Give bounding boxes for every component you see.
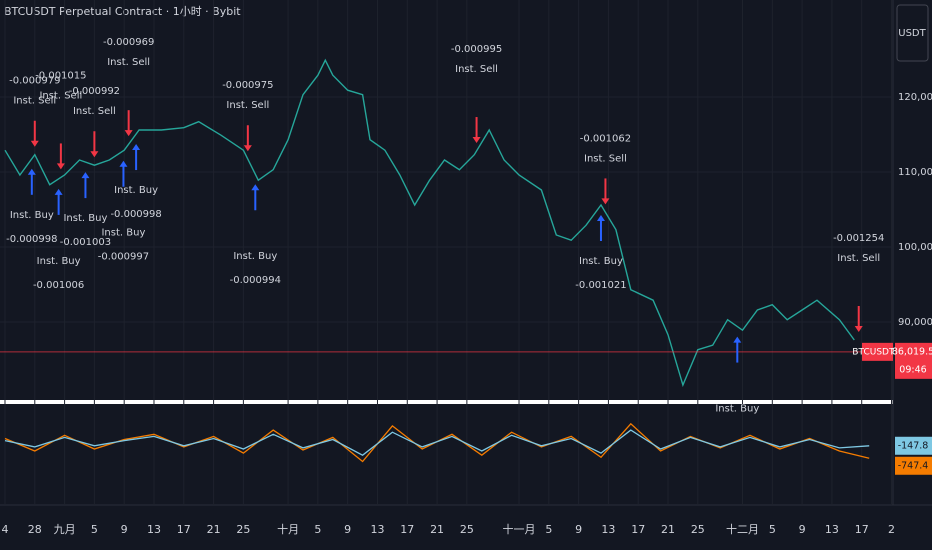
signal-label: Inst. Sell: [73, 106, 116, 117]
signal-label: Inst. Buy: [10, 210, 54, 221]
sell-arrow-head: [30, 140, 39, 147]
signal-label: Inst. Buy: [715, 404, 759, 415]
series-line: [4, 429, 870, 456]
x-tick-label: 9: [344, 523, 351, 536]
buy-arrow-head: [119, 160, 128, 167]
currency-button[interactable]: [896, 4, 929, 62]
sell-arrow-head: [90, 151, 99, 158]
signal-label: Inst. Buy: [37, 256, 81, 267]
signal-value: -0.000975: [222, 80, 273, 91]
x-tick-label: 13: [147, 523, 161, 536]
x-tick-label: 28: [28, 523, 42, 536]
x-tick-label: 5: [545, 523, 552, 536]
x-tick-label: 9: [575, 523, 582, 536]
y-tick-label: 110,000.0: [898, 167, 932, 178]
x-tick-label: 13: [601, 523, 615, 536]
buy-arrow-head: [81, 172, 90, 179]
sell-arrow-head: [243, 145, 252, 152]
indicator-value: -747.4: [898, 460, 929, 471]
x-tick-label: 十一月: [503, 522, 536, 536]
x-tick-label: 5: [91, 523, 98, 536]
signal-label: Inst. Buy: [233, 251, 277, 262]
signal-value: -0.000969: [103, 37, 154, 48]
signal-label: Inst. Sell: [455, 64, 498, 75]
y-tick-label: 120,000.0: [898, 92, 932, 103]
y-tick-label: 100,000.0: [898, 242, 932, 253]
signal-value: -0.000979: [9, 76, 60, 87]
symbol-label: BTCUSDT.P: [852, 347, 902, 357]
x-tick-label: 十月: [277, 522, 299, 536]
buy-arrow-head: [54, 188, 63, 195]
signal-label: Inst. Sell: [13, 96, 56, 107]
sell-arrow-head: [854, 325, 863, 332]
last-price-label: 86,019.5: [892, 346, 932, 357]
x-tick-label: 13: [370, 523, 384, 536]
x-tick-label: 17: [400, 523, 414, 536]
x-tick-label: 25: [691, 523, 705, 536]
currency-label[interactable]: USDT: [898, 28, 926, 39]
signal-label: Inst. Buy: [101, 228, 145, 239]
signal-label: Inst. Buy: [63, 213, 107, 224]
signal-value: -0.001003: [60, 237, 111, 248]
pane-separator: [0, 400, 893, 404]
x-tick-label: 21: [661, 523, 675, 536]
signal-value: -0.000994: [230, 275, 281, 286]
x-tick-label: 21: [207, 523, 221, 536]
x-tick-label: 25: [236, 523, 250, 536]
x-tick-label: 九月: [54, 523, 76, 536]
x-tick-label: 21: [430, 523, 444, 536]
signal-label: Inst. Sell: [226, 100, 269, 111]
x-tick-label: 9: [121, 523, 128, 536]
signal-value: -0.000998: [110, 209, 161, 220]
indicator-tag: [895, 436, 932, 455]
indicator-tag: [895, 456, 932, 475]
x-tick-label: 十二月: [726, 522, 759, 536]
x-tick-label: 5: [314, 523, 321, 536]
signal-value: -0.001015: [35, 70, 86, 81]
signal-label: Inst. Sell: [39, 90, 82, 101]
buy-arrow-head: [251, 184, 260, 191]
signal-value: -0.001062: [580, 133, 631, 144]
signal-value: -0.000992: [69, 86, 120, 97]
signal-value: -0.000998: [6, 234, 57, 245]
signal-value: -0.000997: [98, 252, 149, 263]
x-tick-label: 2: [888, 523, 895, 536]
signal-label: Inst. Buy: [114, 185, 158, 196]
sell-arrow-head: [472, 137, 481, 144]
signal-label: Inst. Buy: [579, 256, 623, 267]
x-tick-label: 13: [825, 523, 839, 536]
buy-arrow-head: [733, 336, 742, 343]
signal-label: Inst. Sell: [837, 253, 880, 264]
signal-value: -0.001021: [575, 280, 626, 291]
x-tick-label: 5: [769, 523, 776, 536]
x-tick-label: 4: [1, 523, 8, 536]
signal-label: Inst. Sell: [107, 57, 150, 68]
symbol-tag: [862, 342, 893, 361]
buy-arrow-head: [27, 168, 36, 175]
buy-arrow-head: [596, 214, 605, 221]
chart-title: BTCUSDT Perpetual Contract · 1小时 · Bybit: [4, 5, 241, 18]
signal-value: -0.001254: [833, 233, 884, 244]
series-line: [4, 58, 855, 388]
y-tick-label: 90,000.0: [898, 317, 932, 328]
buy-arrow-head: [132, 144, 141, 151]
sell-arrow-head: [601, 198, 610, 205]
x-tick-label: 25: [460, 523, 474, 536]
sell-arrow-head: [124, 130, 133, 137]
sell-arrow-head: [56, 163, 65, 170]
price-tag: [895, 342, 932, 379]
x-tick-label: 9: [799, 523, 806, 536]
x-tick-label: 17: [177, 523, 191, 536]
signal-value: -0.001006: [33, 280, 84, 291]
x-tick-label: 17: [855, 523, 869, 536]
x-tick-label: 17: [631, 523, 645, 536]
signal-value: -0.000995: [451, 44, 502, 55]
countdown: 09:46: [899, 364, 926, 375]
signal-label: Inst. Sell: [584, 153, 627, 164]
indicator-value: -147.8: [898, 440, 929, 451]
